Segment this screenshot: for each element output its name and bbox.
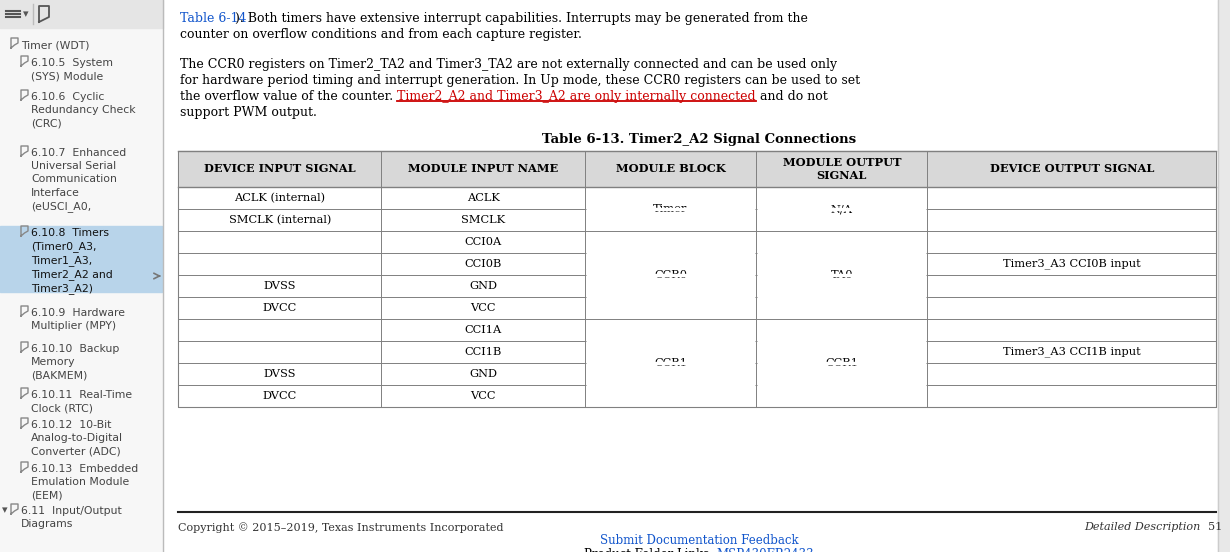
Text: CCI0A: CCI0A <box>465 237 502 247</box>
Text: 6.10.12  10-Bit
Analog-to-Digital
Converter (ADC): 6.10.12 10-Bit Analog-to-Digital Convert… <box>31 420 123 457</box>
Text: SMCLK: SMCLK <box>461 215 506 225</box>
Text: MODULE BLOCK: MODULE BLOCK <box>616 163 726 174</box>
Text: Timer (WDT): Timer (WDT) <box>21 40 90 50</box>
Text: for hardware period timing and interrupt generation. In Up mode, these CCR0 regi: for hardware period timing and interrupt… <box>180 74 860 87</box>
Text: VCC: VCC <box>470 303 496 313</box>
Text: The CCR0 registers on Timer2_TA2 and Timer3_TA2 are not externally connected and: The CCR0 registers on Timer2_TA2 and Tim… <box>180 58 838 71</box>
Text: CCR0: CCR0 <box>654 270 688 280</box>
Text: ▾: ▾ <box>23 9 28 19</box>
Text: CCI1A: CCI1A <box>465 325 502 335</box>
Text: N/A: N/A <box>830 204 852 214</box>
Bar <box>0 226 162 292</box>
Text: 6.10.9  Hardware
Multiplier (MPY): 6.10.9 Hardware Multiplier (MPY) <box>31 308 125 331</box>
Text: CCI1B: CCI1B <box>465 347 502 357</box>
Text: MODULE INPUT NAME: MODULE INPUT NAME <box>408 163 558 174</box>
Bar <box>0 0 164 28</box>
Text: Product Folder Links:: Product Folder Links: <box>584 548 717 552</box>
Text: VCC: VCC <box>470 391 496 401</box>
Text: DEVICE INPUT SIGNAL: DEVICE INPUT SIGNAL <box>204 163 355 174</box>
Text: 6.10.5  System
(SYS) Module: 6.10.5 System (SYS) Module <box>31 58 113 81</box>
Text: DVSS: DVSS <box>263 281 296 291</box>
Bar <box>1218 0 1230 552</box>
Text: counter on overflow conditions and from each capture register.: counter on overflow conditions and from … <box>180 28 582 41</box>
Text: 6.10.10  Backup
Memory
(BAKMEM): 6.10.10 Backup Memory (BAKMEM) <box>31 344 119 380</box>
Text: SMCLK (internal): SMCLK (internal) <box>229 215 331 225</box>
Text: DVCC: DVCC <box>262 303 296 313</box>
Text: Timer: Timer <box>653 204 688 214</box>
Text: CCR1: CCR1 <box>654 358 688 368</box>
Text: support PWM output.: support PWM output. <box>180 106 317 119</box>
Text: Copyright © 2015–2019, Texas Instruments Incorporated: Copyright © 2015–2019, Texas Instruments… <box>178 522 503 533</box>
Text: TA0: TA0 <box>830 270 854 280</box>
Bar <box>178 151 1216 187</box>
Text: 6.10.7  Enhanced
Universal Serial
Communication
Interface
(eUSCI_A0,: 6.10.7 Enhanced Universal Serial Communi… <box>31 148 127 212</box>
Text: MSP430FR2433: MSP430FR2433 <box>717 548 814 552</box>
Text: ). Both timers have extensive interrupt capabilities. Interrupts may be generate: ). Both timers have extensive interrupt … <box>235 12 808 25</box>
Text: 6.10.6  Cyclic
Redundancy Check
(CRC): 6.10.6 Cyclic Redundancy Check (CRC) <box>31 92 135 129</box>
Text: 51: 51 <box>1208 522 1223 532</box>
Text: GND: GND <box>469 369 497 379</box>
Text: Timer3_A3 CCI0B input: Timer3_A3 CCI0B input <box>1002 259 1140 269</box>
Bar <box>178 151 1216 407</box>
Text: CCR1: CCR1 <box>825 358 859 368</box>
Text: Detailed Description: Detailed Description <box>1084 522 1200 532</box>
Text: GND: GND <box>469 281 497 291</box>
Text: DEVICE OUTPUT SIGNAL: DEVICE OUTPUT SIGNAL <box>989 163 1154 174</box>
Text: and do not: and do not <box>755 90 828 103</box>
Text: DVSS: DVSS <box>263 369 296 379</box>
Bar <box>0 0 164 552</box>
Text: ▾: ▾ <box>2 505 7 515</box>
Text: Submit Documentation Feedback: Submit Documentation Feedback <box>600 534 798 547</box>
Text: ACLK: ACLK <box>466 193 499 203</box>
Text: DVCC: DVCC <box>262 391 296 401</box>
Text: 6.11  Input/Output
Diagrams: 6.11 Input/Output Diagrams <box>21 506 122 529</box>
Text: the overflow value of the counter.: the overflow value of the counter. <box>180 90 397 103</box>
Text: ACLK (internal): ACLK (internal) <box>234 193 325 203</box>
Text: Table 6-14: Table 6-14 <box>180 12 246 25</box>
Text: CCI0B: CCI0B <box>465 259 502 269</box>
Text: 6.10.11  Real-Time
Clock (RTC): 6.10.11 Real-Time Clock (RTC) <box>31 390 132 413</box>
Text: Table 6-13. Timer2_A2 Signal Connections: Table 6-13. Timer2_A2 Signal Connections <box>542 133 856 146</box>
Text: MODULE OUTPUT
SIGNAL: MODULE OUTPUT SIGNAL <box>782 157 902 182</box>
Text: 6.10.13  Embedded
Emulation Module
(EEM): 6.10.13 Embedded Emulation Module (EEM) <box>31 464 138 501</box>
Text: Timer2_A2 and Timer3_A2 are only internally connected: Timer2_A2 and Timer3_A2 are only interna… <box>397 90 755 103</box>
Text: 6.10.8  Timers
(Timer0_A3,
Timer1_A3,
Timer2_A2 and
Timer3_A2): 6.10.8 Timers (Timer0_A3, Timer1_A3, Tim… <box>31 228 113 294</box>
Text: Timer3_A3 CCI1B input: Timer3_A3 CCI1B input <box>1002 347 1140 357</box>
